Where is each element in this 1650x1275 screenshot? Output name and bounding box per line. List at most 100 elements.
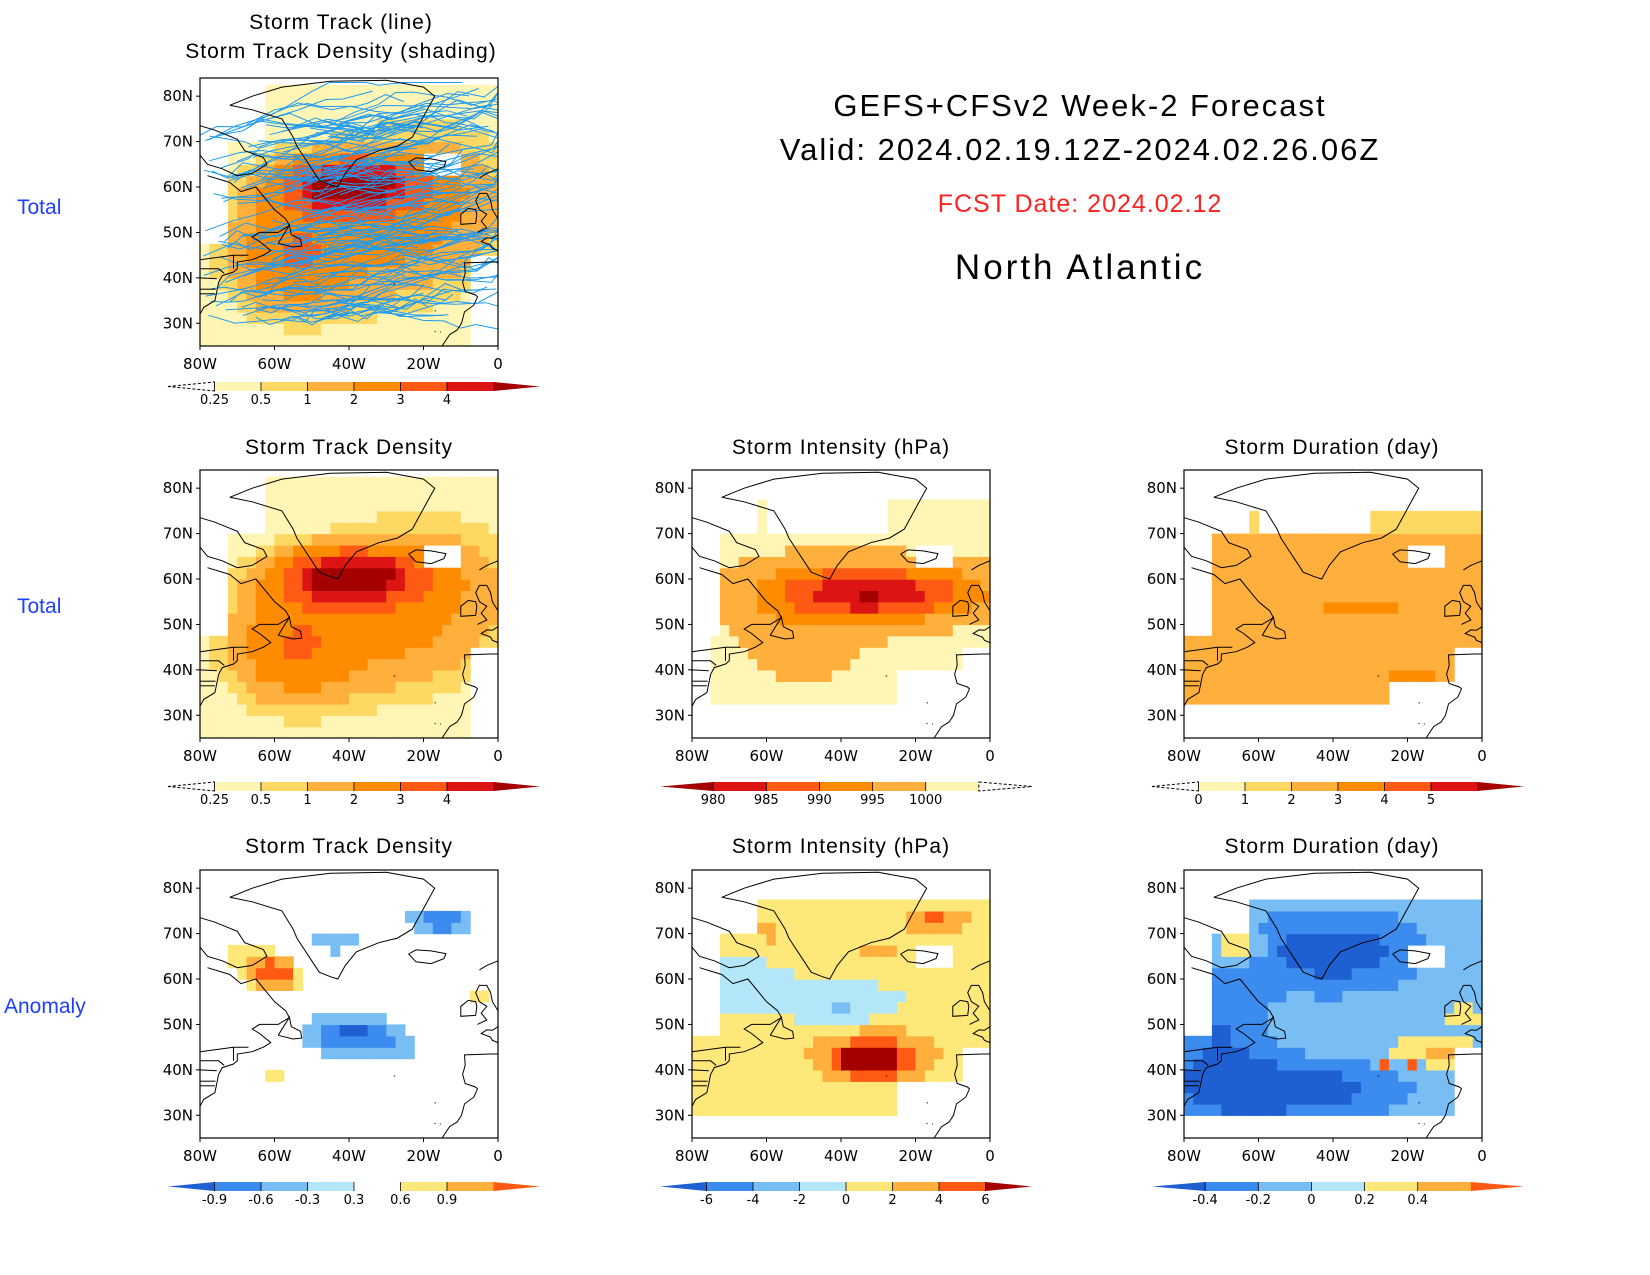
heatmap-cell	[339, 647, 350, 660]
coastline	[1183, 917, 1252, 969]
heatmap-cell	[1333, 1013, 1343, 1026]
heatmap-cell	[1221, 579, 1232, 591]
heatmap-cell	[831, 533, 842, 546]
heatmap-cell	[1314, 1069, 1325, 1082]
heatmap-cell	[218, 243, 229, 256]
heatmap-cell	[1258, 533, 1269, 546]
heatmap-cell	[887, 1103, 898, 1116]
heatmap-cell	[442, 96, 452, 109]
heatmap-cell	[265, 956, 276, 969]
heatmap-cell	[1351, 1058, 1362, 1071]
heatmap-cell	[460, 681, 471, 694]
heatmap-cell	[358, 476, 369, 489]
heatmap-cell	[850, 647, 861, 660]
heatmap-cell	[1454, 910, 1464, 923]
heatmap-cell	[302, 624, 313, 637]
heatmap-cell	[1342, 544, 1353, 557]
heatmap-cell	[1360, 613, 1371, 626]
heatmap-cell	[710, 1081, 721, 1094]
heatmap-cell	[1211, 681, 1222, 694]
heatmap-cell	[813, 601, 823, 614]
heatmap-cell	[934, 658, 944, 671]
heatmap-cell	[414, 647, 425, 660]
heatmap-cell	[738, 1035, 749, 1048]
heatmap-cell	[395, 1024, 406, 1037]
heatmap-cell	[451, 323, 462, 336]
heatmap-cell	[896, 1024, 907, 1037]
heatmap-cell	[237, 567, 248, 580]
heatmap-cell	[1258, 967, 1269, 980]
heatmap-cell	[1211, 556, 1222, 569]
heatmap-cell	[1286, 1069, 1297, 1082]
heatmap-cell	[321, 590, 331, 603]
heatmap-cell	[339, 96, 350, 109]
heatmap-cell	[349, 613, 359, 626]
heatmap-cell	[470, 635, 480, 648]
heatmap-cell	[943, 579, 954, 591]
heatmap-cell	[729, 635, 740, 648]
heatmap-cell	[423, 130, 434, 143]
heatmap-cell	[246, 334, 257, 347]
colorbar-swatch	[846, 1182, 893, 1191]
heatmap-cell	[868, 647, 879, 660]
heatmap-cell	[1230, 601, 1241, 614]
heatmap-cell	[729, 967, 740, 980]
heatmap-cell	[719, 1081, 730, 1094]
heatmap-cell	[395, 84, 406, 97]
heatmap-cell	[404, 289, 415, 302]
y-tick-label: 40N	[655, 1061, 685, 1079]
heatmap-cell	[980, 533, 991, 546]
heatmap-cell	[1407, 1013, 1418, 1026]
heatmap-cell	[376, 567, 387, 580]
heatmap-cell	[442, 669, 452, 682]
heatmap-cell	[423, 703, 434, 716]
heatmap-cell	[1305, 647, 1315, 660]
heatmap-cell	[414, 277, 425, 290]
heatmap-cell	[442, 175, 452, 188]
heatmap-cell	[414, 311, 425, 324]
heatmap-cell	[488, 624, 499, 637]
heatmap-cell	[293, 579, 303, 591]
heatmap-cell	[1388, 647, 1399, 660]
y-tick-label: 50N	[163, 615, 193, 633]
heatmap-cell	[841, 669, 851, 682]
heatmap-cell	[1323, 692, 1334, 705]
heatmap-cell	[822, 635, 833, 648]
heatmap-cell	[255, 624, 266, 637]
heatmap-cell	[237, 635, 248, 648]
heatmap-cell	[1249, 1092, 1260, 1105]
heatmap-cell	[1239, 1035, 1250, 1048]
heatmap-cell	[1435, 1024, 1446, 1037]
heatmap-cells	[1184, 899, 1483, 1116]
heatmap-cell	[227, 624, 238, 637]
heatmap-cell	[1351, 1013, 1362, 1026]
heatmap-cell	[1211, 967, 1222, 980]
heatmap-cell	[1388, 933, 1399, 946]
heatmap-cell	[785, 681, 795, 694]
heatmap-cell	[1379, 556, 1390, 569]
heatmap-cell	[1370, 1058, 1381, 1071]
heatmap-cell	[321, 277, 331, 290]
heatmap-cell	[470, 476, 480, 489]
heatmap-cell	[274, 544, 285, 557]
heatmap-cell	[822, 692, 833, 705]
heatmap-cell	[1472, 1013, 1483, 1026]
heatmap-cell	[1305, 692, 1315, 705]
heatmap-cell	[1351, 658, 1362, 671]
heatmap-cell	[404, 681, 415, 694]
heatmap-cell	[349, 187, 359, 199]
heatmap-cell	[1388, 1092, 1399, 1105]
heatmap-cell	[719, 669, 730, 682]
heatmap-cell	[293, 692, 303, 705]
heatmap-cell	[1305, 590, 1315, 603]
heatmap-cell	[1379, 522, 1390, 535]
heatmap-cell	[218, 647, 229, 660]
heatmap-cell	[1360, 590, 1371, 603]
heatmap-cell	[274, 726, 285, 739]
x-tick-label: 0	[493, 747, 503, 765]
y-tick-label: 50N	[1147, 1015, 1177, 1033]
heatmap-cell	[1351, 647, 1362, 660]
heatmap-cell	[442, 510, 452, 523]
heatmap-cell	[1211, 669, 1222, 682]
heatmap-cell	[395, 567, 406, 580]
